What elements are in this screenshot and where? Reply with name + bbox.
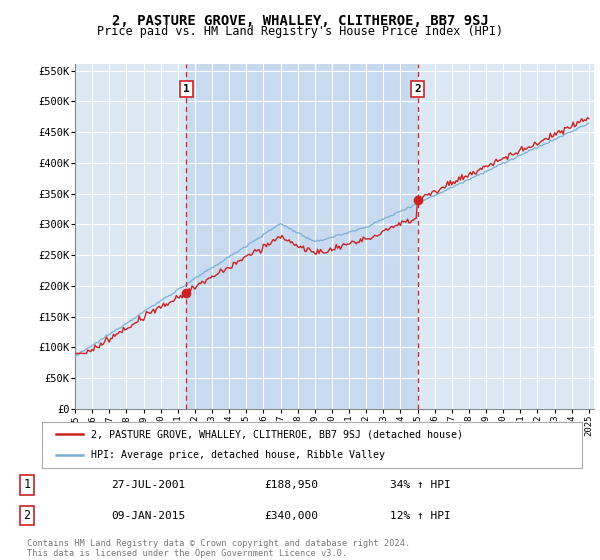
Text: 09-JAN-2015: 09-JAN-2015 — [111, 511, 185, 521]
Text: 1: 1 — [183, 84, 190, 94]
Text: Contains HM Land Registry data © Crown copyright and database right 2024.
This d: Contains HM Land Registry data © Crown c… — [27, 539, 410, 558]
Text: HPI: Average price, detached house, Ribble Valley: HPI: Average price, detached house, Ribb… — [91, 450, 385, 460]
Text: £188,950: £188,950 — [264, 480, 318, 490]
Text: 1: 1 — [23, 478, 31, 491]
Text: 2, PASTURE GROVE, WHALLEY, CLITHEROE, BB7 9SJ: 2, PASTURE GROVE, WHALLEY, CLITHEROE, BB… — [112, 14, 488, 28]
Bar — [187, 64, 418, 409]
Text: 2: 2 — [23, 509, 31, 522]
Text: 12% ↑ HPI: 12% ↑ HPI — [390, 511, 451, 521]
Text: Price paid vs. HM Land Registry's House Price Index (HPI): Price paid vs. HM Land Registry's House … — [97, 25, 503, 38]
Text: 34% ↑ HPI: 34% ↑ HPI — [390, 480, 451, 490]
Text: £340,000: £340,000 — [264, 511, 318, 521]
Text: 2, PASTURE GROVE, WHALLEY, CLITHEROE, BB7 9SJ (detached house): 2, PASTURE GROVE, WHALLEY, CLITHEROE, BB… — [91, 429, 463, 439]
Text: 2: 2 — [414, 84, 421, 94]
Text: 27-JUL-2001: 27-JUL-2001 — [111, 480, 185, 490]
